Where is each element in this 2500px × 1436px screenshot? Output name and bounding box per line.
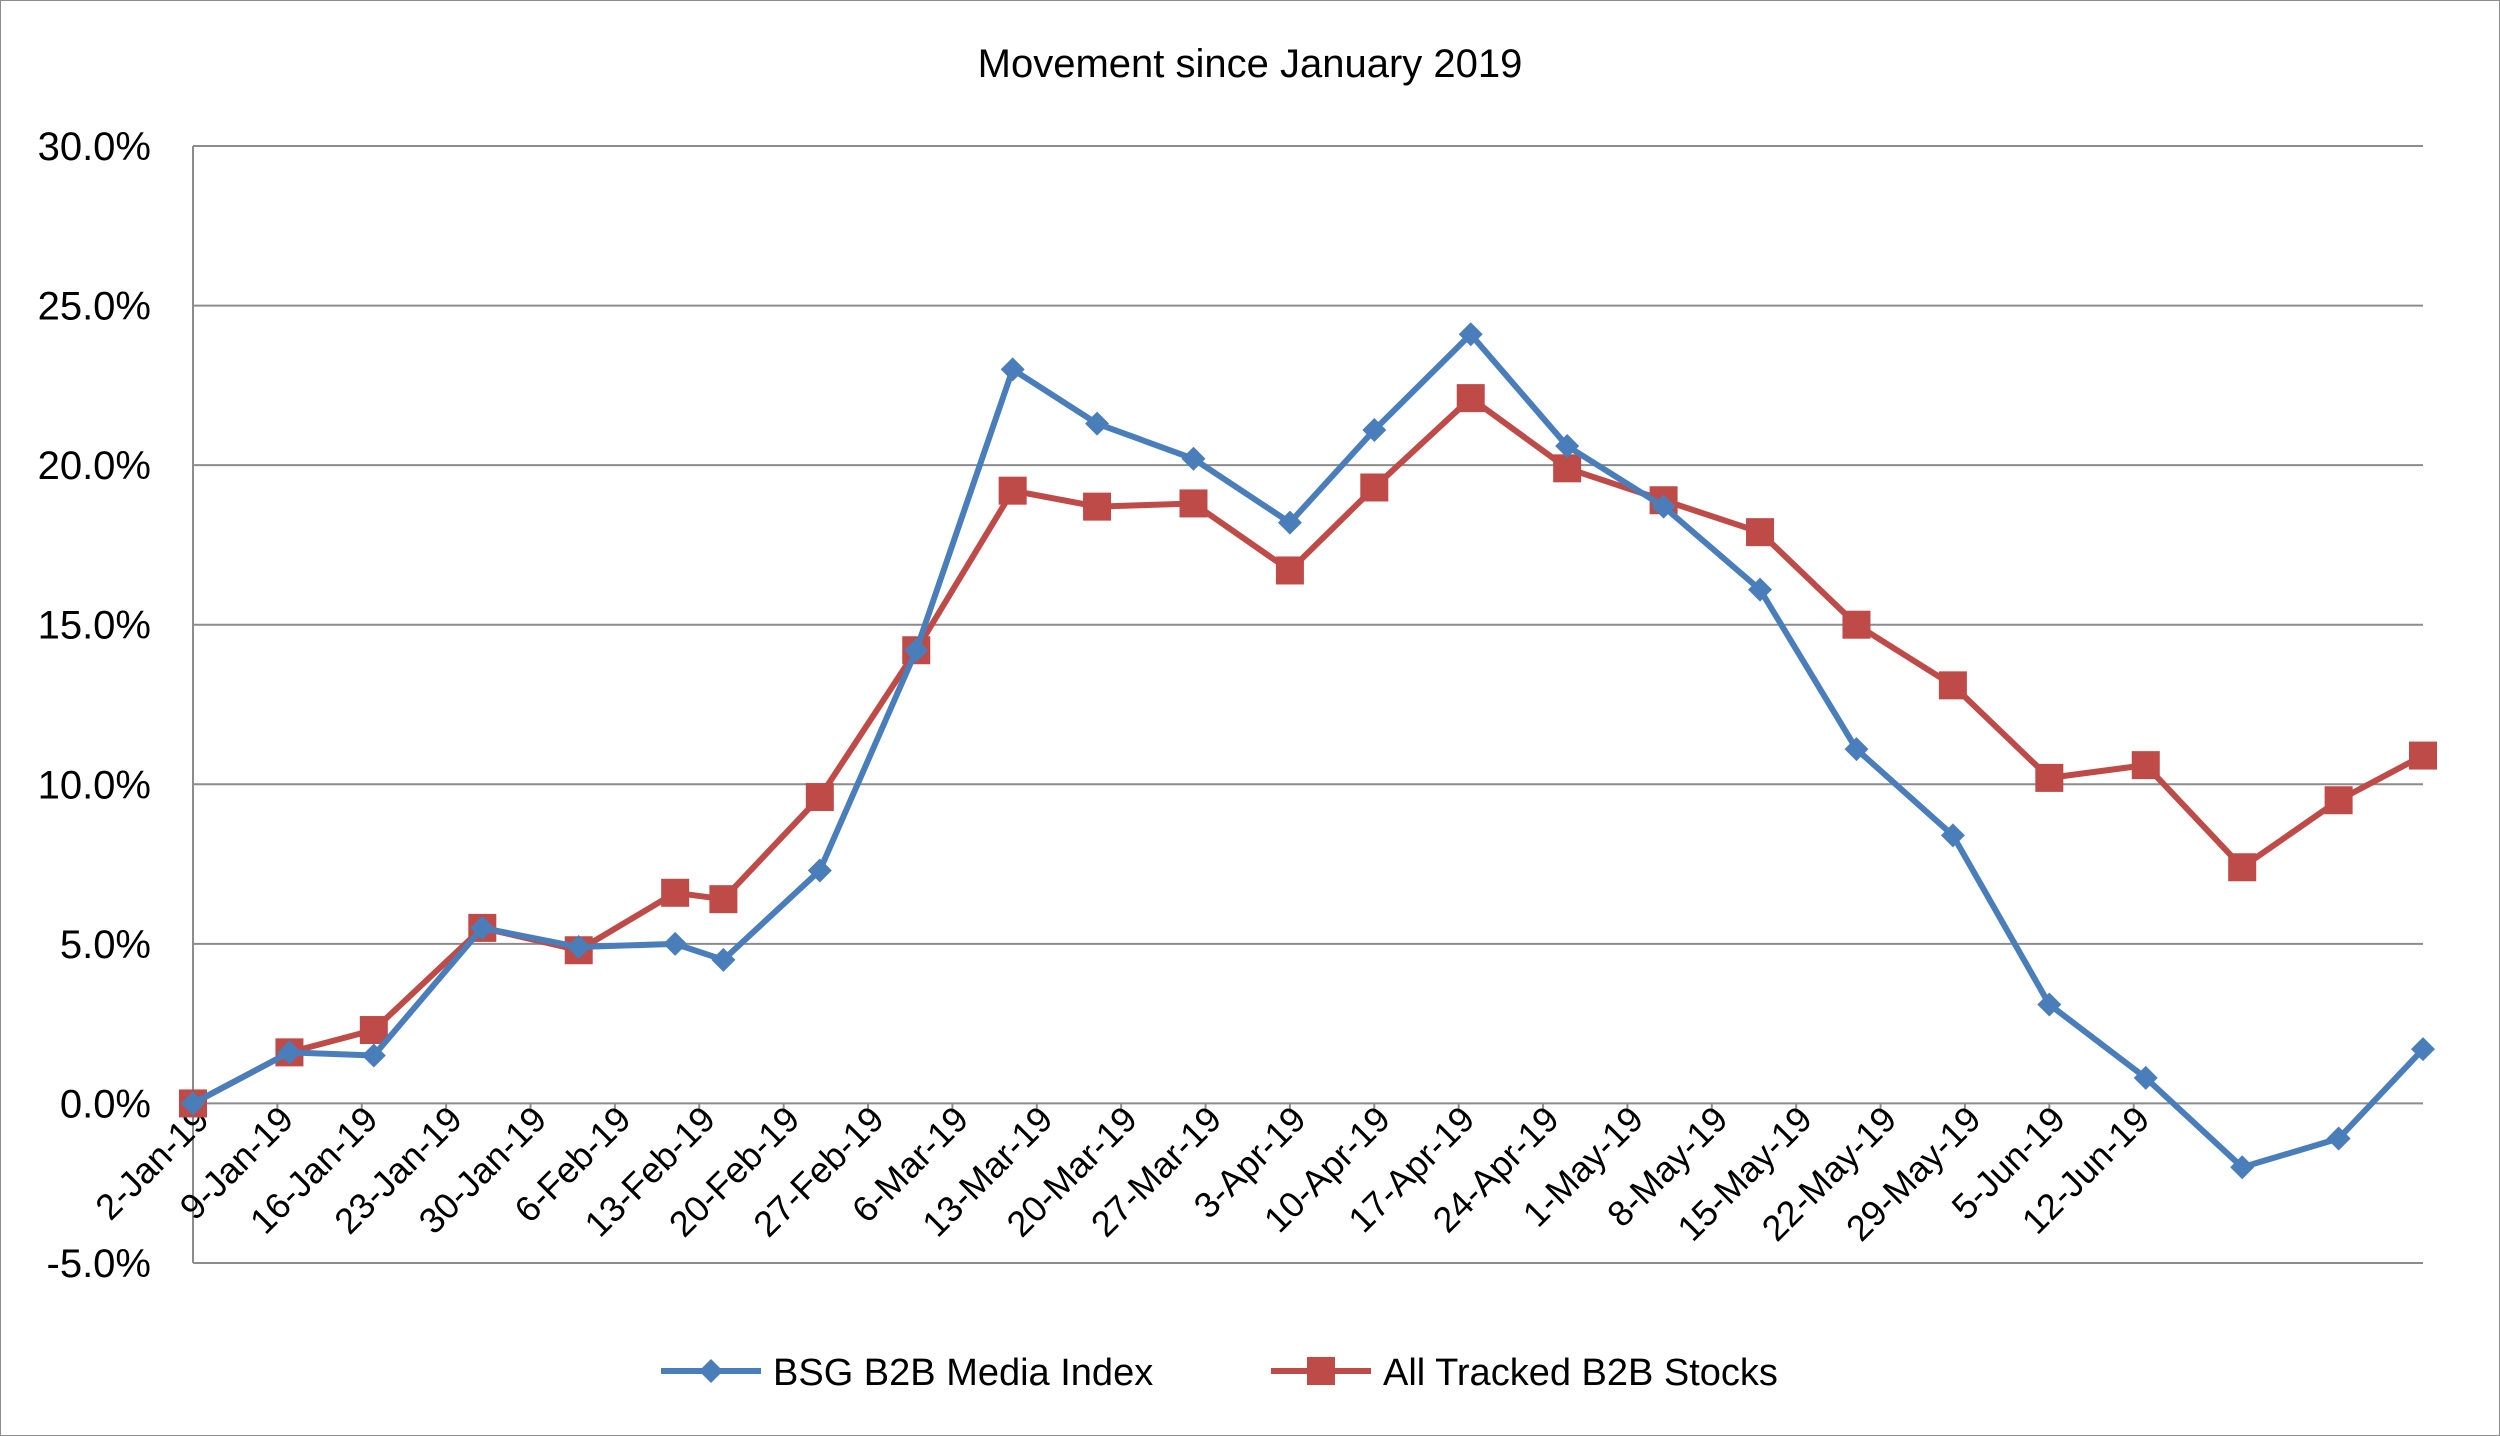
data-point [904,638,929,663]
data-point [2324,786,2353,815]
data-point [1275,556,1304,585]
data-point [1362,418,1387,443]
data-point [2037,992,2062,1017]
y-tick-label: -5.0% [47,1242,152,1286]
y-axis-tick-labels: -5.0% 0.0% 5.0% 10.0% 15.0% 20.0% 25.0% 30.0% [38,125,151,1286]
data-point [805,783,834,812]
data-point [2230,1155,2255,1180]
data-point [2228,853,2257,882]
data-point [2326,1126,2351,1151]
data-point [2133,1065,2158,1090]
legend-label: All Tracked B2B Stocks [1383,1352,1778,1394]
data-point [181,1091,205,1116]
data-point [1181,446,1206,471]
data-point [998,476,1027,505]
data-point [566,935,591,960]
data-point [1553,454,1582,483]
series-lines [179,322,2437,1180]
data-point [1746,518,1775,547]
data-point [711,947,736,972]
legend-label: BSG B2B Media Index [773,1352,1153,1394]
data-point [709,885,738,914]
data-point [1456,384,1485,413]
series-line [191,331,2426,1171]
data-point [1000,357,1025,382]
data-point [1940,823,1965,848]
y-tick-label: 15.0% [38,604,151,648]
legend-marker [699,1359,723,1383]
chart-title: Movement since January 2019 [978,42,1523,86]
axes [192,146,2135,1263]
data-point [2409,741,2437,770]
data-point [1458,322,1483,347]
y-tick-label: 0.0% [60,1082,151,1126]
y-tick-label: 20.0% [38,444,151,488]
data-point [2131,751,2160,780]
data-point [359,1016,388,1045]
data-point [1842,610,1871,639]
data-point [1083,492,1112,521]
series-diamond-group [181,322,2435,1180]
data-point [1179,489,1208,518]
y-tick-label: 30.0% [38,125,151,169]
legend: BSG B2B Media Index All Tracked B2B Stock… [661,1352,1778,1394]
data-point [2035,763,2064,792]
y-tick-label: 10.0% [38,763,151,807]
data-point [661,878,690,907]
y-tick-label: 5.0% [60,923,151,967]
legend-marker [1307,1357,1335,1385]
data-point [470,915,495,940]
data-point [1277,510,1302,535]
data-point [663,931,688,956]
data-point [2411,1037,2435,1062]
data-point [807,858,832,883]
data-point [1360,473,1389,502]
data-point [1555,433,1580,458]
y-tick-label: 25.0% [38,285,151,329]
data-point [277,1040,302,1065]
data-point [1844,737,1869,762]
data-point [361,1043,386,1068]
gridlines [193,145,2423,1264]
data-point [1748,577,1773,602]
data-point [1651,494,1676,519]
series-square-group [179,384,2437,1118]
data-point [1085,411,1110,436]
data-point [1938,671,1967,700]
x-axis-tick-labels: 2-Jan-199-Jan-1916-Jan-1923-Jan-1930-Jan… [87,1098,2157,1249]
